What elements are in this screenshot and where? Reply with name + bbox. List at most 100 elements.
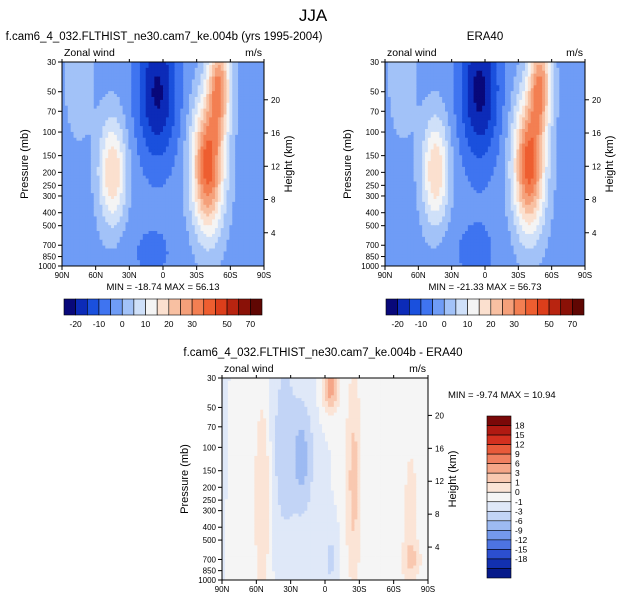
- field-cell: [209, 213, 213, 218]
- field-cell: [111, 79, 115, 83]
- field-cell: [261, 62, 264, 66]
- field-cell: [180, 254, 184, 258]
- field-cell: [116, 117, 121, 121]
- field-cell: [105, 242, 109, 247]
- field-cell: [128, 260, 132, 264]
- field-cell: [163, 242, 167, 247]
- field-cell: [67, 91, 72, 95]
- field-cell: [240, 178, 245, 183]
- field-cell: [206, 111, 210, 116]
- field-cell: [217, 129, 222, 133]
- field-cell: [137, 131, 141, 136]
- field-cell: [246, 164, 251, 168]
- field-cell: [145, 143, 150, 148]
- field-cell: [157, 198, 161, 203]
- field-cell: [255, 102, 259, 107]
- field-cell: [243, 254, 248, 258]
- field-cell: [154, 225, 158, 229]
- field-cell: [171, 263, 176, 266]
- field-cell: [226, 248, 230, 253]
- field-cell: [85, 67, 89, 72]
- field-cell: [177, 88, 181, 92]
- field-cell: [209, 140, 213, 145]
- field-cell: [99, 131, 103, 136]
- field-cell: [180, 62, 184, 66]
- field-cell: [258, 184, 262, 188]
- field-cell: [217, 155, 222, 159]
- field-cell: [229, 140, 233, 145]
- field-cell: [186, 175, 190, 180]
- field-cell: [168, 190, 173, 194]
- field-cell: [67, 231, 72, 235]
- field-cell: [87, 213, 92, 218]
- field-cell: [142, 166, 147, 171]
- field-cell: [139, 129, 144, 133]
- field-cell: [200, 248, 204, 253]
- field-cell: [407, 62, 412, 66]
- field-cell: [235, 263, 239, 266]
- field-cell: [137, 263, 141, 266]
- field-cell: [252, 76, 256, 81]
- field-cell: [197, 219, 202, 223]
- field-cell: [206, 91, 210, 95]
- field-cell: [226, 67, 230, 72]
- field-cell: [197, 126, 202, 130]
- field-cell: [116, 152, 121, 156]
- field-cell: [122, 134, 127, 139]
- field-cell: [232, 131, 236, 136]
- field-cell: [191, 149, 196, 153]
- field-cell: [139, 140, 144, 145]
- field-cell: [128, 102, 132, 107]
- field-cell: [226, 196, 230, 200]
- field-cell: [261, 169, 264, 174]
- field-cell: [258, 231, 262, 235]
- field-cell: [238, 263, 242, 266]
- field-cell: [82, 201, 86, 206]
- field-cell: [177, 67, 181, 72]
- field-cell: [214, 126, 219, 130]
- field-cell: [249, 196, 254, 200]
- field-cell: [255, 207, 259, 212]
- field-cell: [148, 198, 153, 203]
- field-cell: [171, 105, 176, 110]
- field-cell: [171, 169, 176, 174]
- field-cell: [229, 181, 233, 185]
- field-cell: [160, 146, 164, 151]
- field-cell: [186, 131, 190, 136]
- field-cell: [160, 254, 164, 258]
- field-cell: [142, 79, 147, 83]
- field-cell: [258, 94, 262, 98]
- field-cell: [243, 120, 248, 124]
- field-cell: [79, 225, 83, 229]
- field-cell: [246, 204, 251, 209]
- field-cell: [90, 184, 95, 188]
- field-cell: [171, 94, 176, 98]
- field-cell: [111, 263, 115, 266]
- field-cell: [151, 231, 155, 235]
- field-cell: [223, 155, 228, 159]
- field-cell: [261, 155, 264, 159]
- field-cell: [226, 201, 230, 206]
- field-cell: [154, 222, 158, 226]
- field-cell: [212, 166, 216, 171]
- field-cell: [64, 64, 69, 69]
- field-cell: [186, 184, 190, 188]
- field-cell: [188, 79, 193, 83]
- field-cell: [171, 201, 176, 206]
- field-cell: [186, 158, 190, 162]
- field-cell: [131, 105, 135, 110]
- field-cell: [214, 85, 219, 89]
- field-cell: [238, 111, 242, 116]
- field-cell: [191, 64, 196, 69]
- field-cell: [64, 222, 69, 226]
- field-cell: [134, 216, 138, 220]
- field-cell: [64, 251, 69, 255]
- field-cell: [217, 228, 222, 232]
- field-cell: [116, 175, 121, 180]
- field-cell: [70, 67, 75, 72]
- field-cell: [87, 108, 92, 113]
- field-cell: [255, 175, 259, 180]
- field-cell: [134, 219, 138, 223]
- field-cell: [70, 94, 75, 98]
- field-cell: [160, 175, 164, 180]
